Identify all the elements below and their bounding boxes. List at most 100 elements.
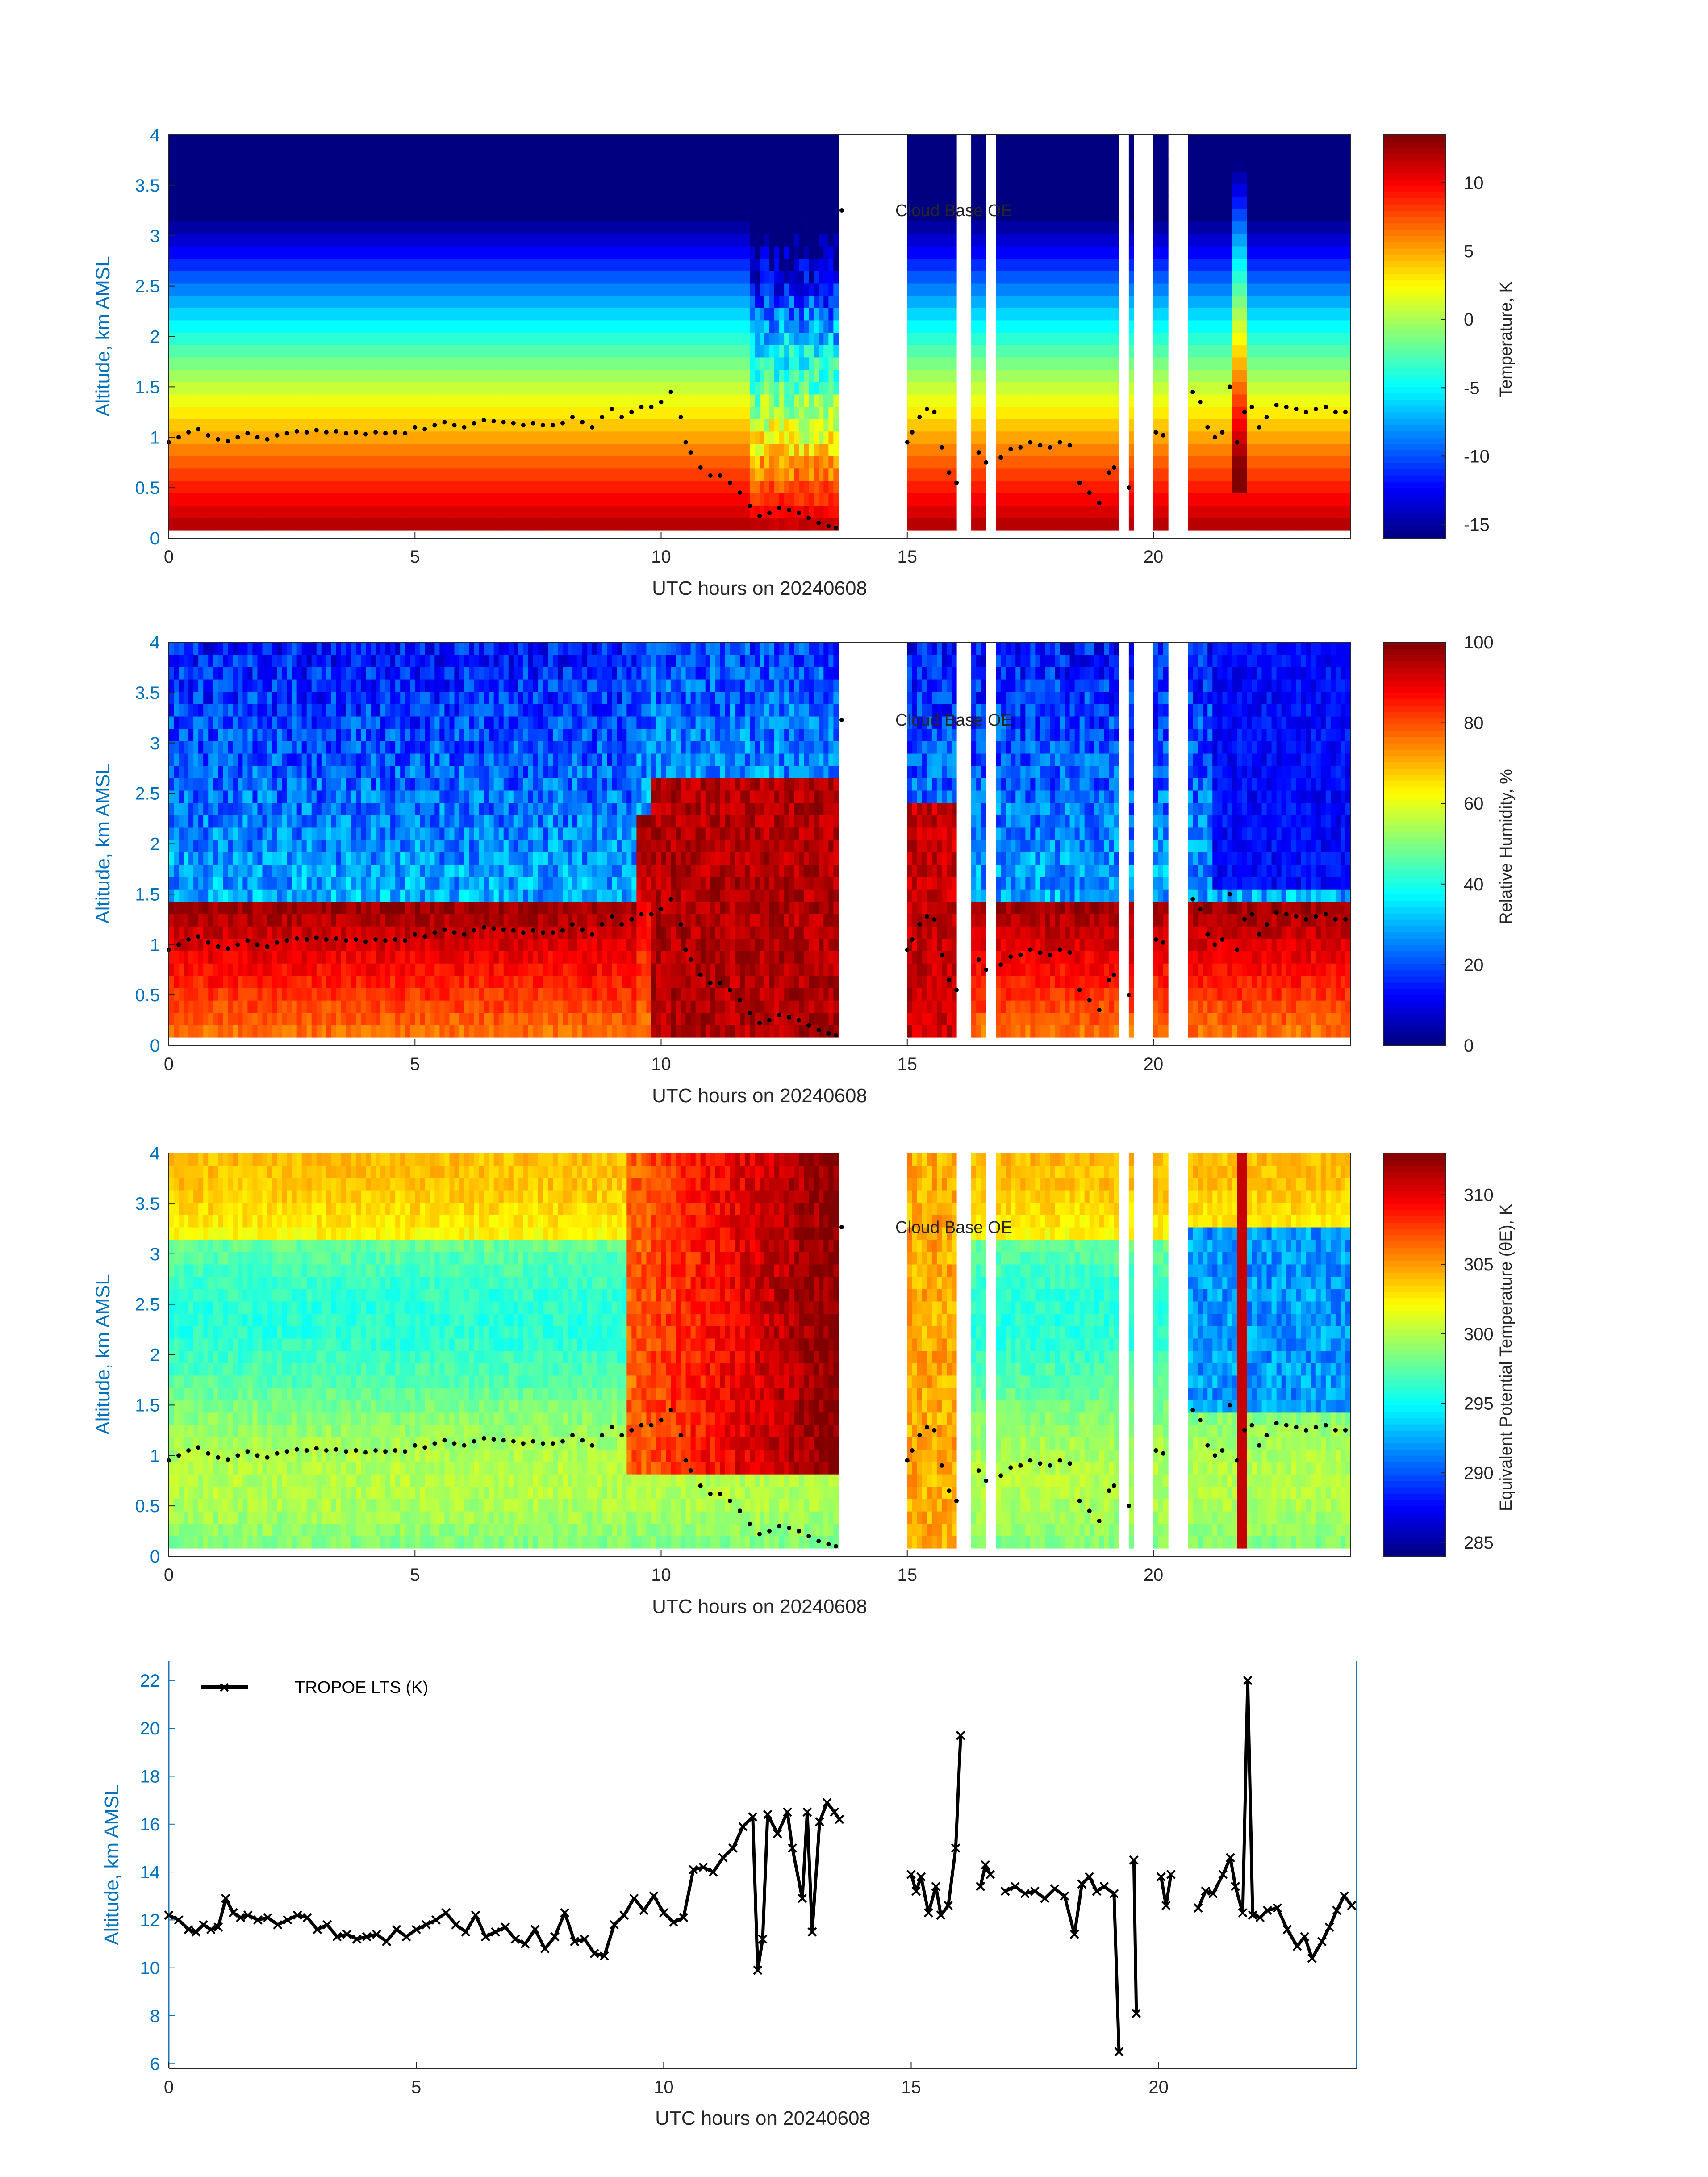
heatmap-cell (538, 345, 543, 358)
heatmap-cell (528, 493, 534, 506)
heatmap-cell (700, 271, 706, 284)
heatmap-cell (405, 295, 410, 308)
heatmap-cell (587, 258, 593, 271)
heatmap-cell (1006, 171, 1011, 185)
heatmap-cell (671, 135, 677, 148)
heatmap-cell (346, 209, 351, 222)
heatmap-cell (951, 209, 957, 222)
heatmap-cell (395, 382, 401, 395)
heatmap-cell (341, 382, 347, 395)
heatmap-cell (833, 308, 839, 321)
heatmap-cell (951, 431, 957, 444)
heatmap-cell (351, 159, 356, 172)
heatmap-cell (951, 159, 957, 172)
heatmap-cell (710, 135, 716, 148)
heatmap-cell (1006, 493, 1011, 506)
heatmap-cell (981, 394, 986, 407)
heatmap-cell (774, 443, 780, 456)
heatmap-cell (400, 159, 405, 172)
heatmap-cell (951, 135, 957, 148)
heatmap-cell (592, 382, 597, 395)
heatmap-cell (612, 332, 617, 345)
heatmap-cell (563, 283, 568, 296)
heatmap-cell (203, 468, 209, 481)
heatmap-cell (316, 196, 322, 209)
heatmap-cell (277, 505, 283, 518)
heatmap-cell (355, 196, 361, 209)
heatmap-cell (809, 419, 814, 432)
heatmap-cell (331, 431, 337, 444)
heatmap-cell (444, 271, 450, 284)
heatmap-cell (1015, 493, 1021, 506)
heatmap-cell (946, 481, 952, 493)
heatmap-cell (695, 443, 701, 456)
heatmap-cell (498, 271, 504, 284)
heatmap-cell (351, 258, 356, 271)
heatmap-cell (479, 357, 484, 370)
heatmap-cell (198, 147, 204, 160)
heatmap-cell (203, 357, 209, 370)
heatmap-cell (489, 419, 494, 432)
heatmap-cell (498, 332, 504, 345)
heatmap-cell (996, 456, 1001, 469)
heatmap-cell (789, 159, 794, 172)
heatmap-cell (744, 184, 750, 197)
heatmap-cell (976, 493, 981, 506)
heatmap-cell (203, 147, 209, 160)
heatmap-cell (799, 135, 804, 148)
heatmap-cell (444, 295, 450, 308)
heatmap-cell (174, 258, 179, 271)
heatmap-cell (376, 196, 381, 209)
heatmap-cell (602, 271, 607, 284)
heatmap-cell (592, 468, 597, 481)
heatmap-cell (425, 493, 430, 506)
heatmap-cell (454, 382, 460, 395)
heatmap-cell (814, 196, 819, 209)
heatmap-cell (636, 271, 642, 284)
heatmap-cell (380, 135, 386, 148)
heatmap-cell (336, 406, 342, 419)
heatmap-cell (828, 258, 834, 271)
heatmap-cell (400, 221, 405, 234)
heatmap-cell (690, 369, 696, 382)
heatmap-cell (976, 258, 981, 271)
heatmap-cell (572, 382, 578, 395)
heatmap-cell (459, 481, 465, 493)
heatmap-cell (262, 283, 268, 296)
heatmap-cell (936, 258, 942, 271)
heatmap-cell (976, 468, 981, 481)
heatmap-cell (760, 246, 765, 259)
heatmap-cell (454, 234, 460, 247)
heatmap-cell (907, 357, 913, 370)
heatmap-cell (390, 443, 396, 456)
heatmap-cell (405, 468, 410, 481)
heatmap-cell (282, 357, 288, 370)
heatmap-cell (336, 271, 342, 284)
heatmap-cell (819, 443, 824, 456)
heatmap-cell (661, 135, 667, 148)
heatmap-cell (474, 271, 480, 284)
heatmap-cell (981, 234, 986, 247)
heatmap-cell (587, 320, 593, 333)
heatmap-cell (764, 196, 770, 209)
heatmap-cell (213, 147, 218, 160)
heatmap-cell (528, 518, 534, 531)
heatmap-cell (218, 332, 223, 345)
heatmap-cell (552, 147, 558, 160)
heatmap-cell (257, 518, 263, 531)
heatmap-cell (563, 493, 568, 506)
heatmap-cell (518, 320, 524, 333)
heatmap-cell (784, 419, 789, 432)
heatmap-cell (469, 443, 475, 456)
heatmap-cell (695, 196, 701, 209)
heatmap-cell (720, 295, 726, 308)
heatmap-cell (434, 468, 440, 481)
heatmap-cell (188, 505, 194, 518)
heatmap-cell (415, 431, 420, 444)
heatmap-cell (272, 271, 278, 284)
heatmap-cell (946, 209, 952, 222)
heatmap-cell (927, 283, 932, 296)
heatmap-cell (547, 505, 553, 518)
heatmap-cell (311, 320, 317, 333)
heatmap-cell (385, 505, 391, 518)
